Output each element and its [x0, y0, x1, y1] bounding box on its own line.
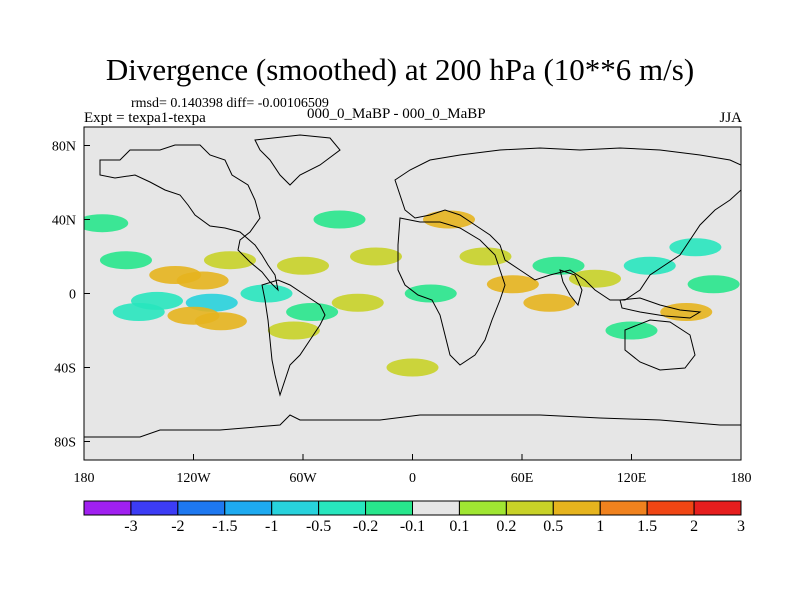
contour-blob: [669, 238, 722, 257]
contour-blob: [569, 269, 621, 288]
contour-blob: [176, 271, 229, 290]
comparison-label: 000_0_MaBP - 000_0_MaBP: [307, 106, 486, 122]
colorbar-swatch: [693, 500, 742, 516]
x-tick-label: 0: [409, 471, 416, 486]
coastline-australia: [624, 319, 696, 371]
contour-blob: [605, 321, 658, 340]
x-tick-label: 60E: [511, 471, 534, 486]
x-tick-label: 180: [74, 471, 95, 486]
chart-title: Divergence (smoothed) at 200 hPa (10**6 …: [105, 52, 695, 87]
season-label: JJA: [719, 110, 742, 126]
colorbar-swatch: [552, 500, 601, 516]
colorbar-swatch: [224, 500, 273, 516]
colorbar-label: 1.5: [637, 518, 657, 535]
colorbar-label: 0.2: [496, 518, 516, 535]
contour-blob: [194, 312, 247, 331]
x-tick-label: 120E: [617, 471, 647, 486]
colorbar-label: 1: [596, 518, 604, 535]
contour-fill-layer: [84, 210, 740, 377]
colorbar-swatch: [130, 500, 179, 516]
colorbar-swatch: [271, 500, 320, 516]
y-tick-label: 80S: [54, 436, 76, 451]
colorbar-swatch: [599, 500, 648, 516]
colorbar-label: 3: [737, 518, 745, 535]
contour-blob: [459, 247, 512, 266]
colorbar-swatch: [83, 500, 132, 516]
contour-blob: [286, 303, 339, 321]
colorbar-label: -0.5: [306, 518, 331, 535]
y-axis: 80N 40N 0 40S 80S: [52, 140, 90, 451]
coastline-outlines: [84, 134, 741, 460]
colorbar-swatch: [646, 500, 695, 516]
colorbar-label: -1: [265, 518, 278, 535]
x-axis: 180 120W 60W 0 60E 120E 180: [74, 454, 752, 486]
colorbar-label: 0.5: [543, 518, 563, 535]
contour-blob: [240, 284, 293, 303]
contour-blob: [532, 256, 585, 275]
contour-blob: [687, 275, 740, 294]
experiment-label: Expt = texpa1-texpa: [84, 110, 206, 126]
coastline-eurasia: [394, 147, 741, 301]
colorbar-label: -0.1: [400, 518, 425, 535]
colorbar-label: -1.5: [212, 518, 237, 535]
colorbar-label: 0.1: [449, 518, 469, 535]
y-tick-label: 0: [69, 288, 76, 303]
contour-blob: [84, 214, 129, 233]
colorbar-label: 2: [690, 518, 698, 535]
y-tick-label: 40N: [52, 214, 76, 229]
x-tick-label: 180: [731, 471, 752, 486]
contour-blob: [423, 210, 475, 229]
colorbar-swatch: [365, 500, 414, 516]
contour-blob: [112, 303, 165, 321]
contour-blob: [350, 247, 402, 266]
colorbar-swatch: [458, 500, 507, 516]
y-tick-label: 40S: [54, 362, 76, 377]
x-tick-label: 60W: [289, 471, 317, 486]
contour-blob: [99, 251, 152, 270]
contour-blob: [386, 358, 439, 377]
coastline-antarctica: [84, 414, 741, 460]
colorbar-swatch: [505, 500, 554, 516]
contour-blob: [486, 275, 539, 294]
stats-text: rmsd= 0.140398 diff= -0.00106509: [131, 96, 329, 111]
contour-blob: [313, 210, 366, 229]
colorbar-label: -3: [124, 518, 137, 535]
coastline-india: [559, 269, 583, 307]
colorbar: -3 -2 -1.5 -1 -0.5 -0.2 -0.1 0.1 0.2 0.5 1 1.5 2 3: [83, 500, 745, 535]
contour-blob: [267, 321, 320, 340]
colorbar-swatch: [412, 500, 460, 516]
contour-blob: [523, 293, 576, 312]
colorbar-label: -0.2: [353, 518, 378, 535]
colorbar-swatch: [318, 500, 367, 516]
contour-blob: [623, 256, 676, 275]
contour-blob: [660, 303, 713, 321]
colorbar-swatch: [177, 500, 226, 516]
contour-blob: [277, 256, 329, 275]
contour-blob: [331, 293, 384, 312]
x-tick-label: 120W: [176, 471, 211, 486]
coastline-africa: [397, 217, 506, 366]
y-tick-label: 80N: [52, 140, 76, 155]
coastline-indonesia: [619, 297, 702, 319]
contour-blob: [404, 284, 457, 303]
coastline-south-america: [261, 279, 326, 397]
colorbar-label: -2: [171, 518, 184, 535]
coastline-greenland: [254, 134, 341, 186]
